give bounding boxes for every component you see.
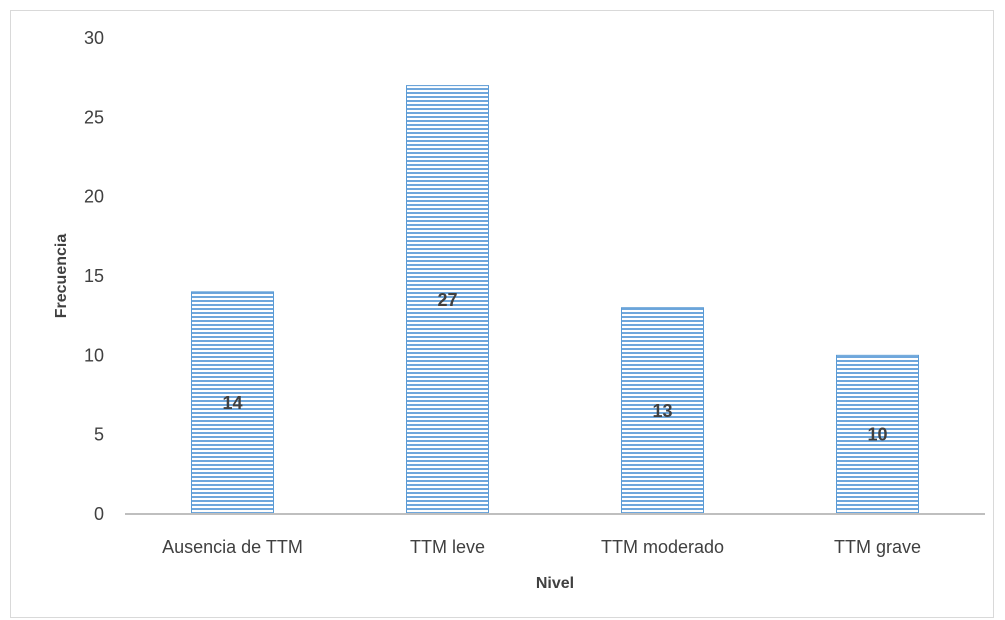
y-tick-label: 30 bbox=[84, 28, 104, 48]
bar bbox=[191, 291, 274, 515]
x-tick-label: TTM grave bbox=[834, 537, 921, 557]
chart-frame bbox=[10, 10, 994, 618]
y-tick-label: 5 bbox=[94, 425, 104, 445]
y-axis-ticks: 0 5 10 15 20 25 30 bbox=[84, 28, 104, 524]
x-axis-title: Nivel bbox=[536, 575, 574, 592]
y-tick-label: 15 bbox=[84, 266, 104, 286]
y-tick-label: 10 bbox=[84, 345, 104, 365]
data-label: 13 bbox=[652, 401, 672, 421]
data-label: 14 bbox=[222, 393, 242, 413]
bars bbox=[191, 85, 919, 515]
y-tick-label: 25 bbox=[84, 107, 104, 127]
bar bbox=[406, 85, 489, 515]
bar bbox=[836, 354, 919, 515]
y-tick-label: 20 bbox=[84, 187, 104, 207]
data-label: 27 bbox=[437, 290, 457, 310]
y-tick-label: 0 bbox=[94, 504, 104, 524]
data-label: 10 bbox=[867, 425, 887, 445]
data-labels: 14 27 13 10 bbox=[222, 290, 887, 445]
y-axis-title: Frecuencia bbox=[53, 234, 70, 319]
x-tick-label: Ausencia de TTM bbox=[162, 537, 303, 557]
bar bbox=[621, 307, 704, 515]
x-tick-label: TTM leve bbox=[410, 537, 485, 557]
x-axis-ticks: Ausencia de TTM TTM leve TTM moderado TTM g… bbox=[162, 537, 921, 557]
x-tick-label: TTM moderado bbox=[601, 537, 724, 557]
